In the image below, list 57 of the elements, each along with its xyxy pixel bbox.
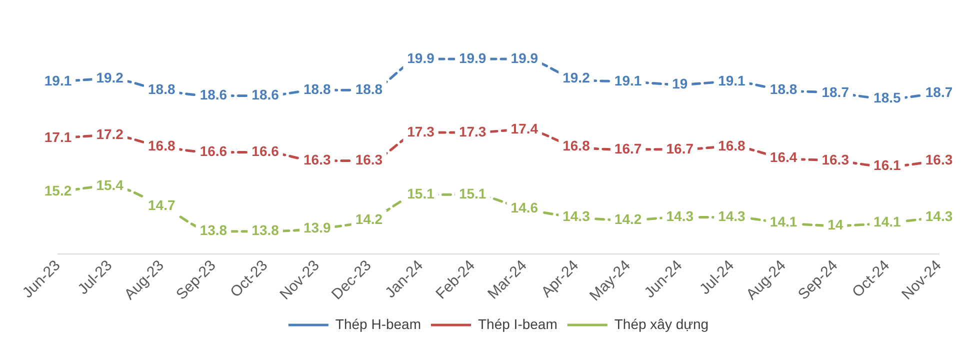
data-label: 19.9 <box>407 50 435 66</box>
data-label: 15.4 <box>96 176 124 193</box>
data-label: 19.1 <box>44 72 72 89</box>
data-label: 19.9 <box>458 50 486 66</box>
data-label: 18.6 <box>252 86 280 103</box>
data-label: 17.3 <box>407 123 435 140</box>
data-label: 14.1 <box>874 214 902 230</box>
data-label: 14.3 <box>925 208 953 224</box>
data-label: 14.3 <box>718 208 746 224</box>
data-label: 16.4 <box>770 148 798 165</box>
data-label: 14.2 <box>355 210 383 227</box>
legend-label: Thép H-beam <box>335 316 422 332</box>
data-label: 15.1 <box>458 185 486 202</box>
data-label: 18.7 <box>925 84 953 100</box>
data-label: 13.9 <box>303 219 331 236</box>
data-label: 18.8 <box>148 80 176 97</box>
data-label: 16.3 <box>355 152 383 168</box>
data-label: 16.7 <box>666 140 694 156</box>
data-label: 16.8 <box>718 137 746 154</box>
data-label: 16.8 <box>148 137 176 154</box>
legend-label: Thép I-beam <box>478 316 558 332</box>
data-label: 18.5 <box>874 89 902 106</box>
data-label: 16.6 <box>200 143 228 160</box>
data-label: 13.8 <box>252 222 280 238</box>
data-label: 15.1 <box>407 185 435 202</box>
data-label: 14.7 <box>148 196 176 213</box>
legend-label: Thép xây dựng <box>614 316 709 332</box>
data-label: 14.1 <box>770 214 798 230</box>
data-label: 19 <box>672 75 688 92</box>
data-label: 17.4 <box>510 120 538 137</box>
data-label: 14.6 <box>510 200 538 216</box>
data-label: 14.3 <box>562 208 590 224</box>
data-label: 16.3 <box>925 152 953 168</box>
data-label: 14.3 <box>666 208 694 224</box>
data-label: 16.8 <box>562 137 590 154</box>
data-label: 17.1 <box>44 128 72 145</box>
data-label: 19.1 <box>614 72 642 89</box>
data-label: 16.6 <box>252 143 280 160</box>
data-label: 18.8 <box>770 80 798 97</box>
data-label: 14.2 <box>614 210 642 227</box>
data-label: 18.6 <box>200 86 228 103</box>
data-label: 16.7 <box>614 140 642 156</box>
data-label: 16.3 <box>822 152 850 168</box>
data-label: 16.3 <box>303 152 331 168</box>
data-label: 18.7 <box>822 84 850 100</box>
data-label: 17.2 <box>96 126 124 142</box>
data-label: 14 <box>828 216 844 233</box>
data-label: 19.2 <box>562 70 590 86</box>
data-label: 19.2 <box>96 70 124 86</box>
data-label: 18.8 <box>355 80 383 97</box>
data-label: 19.1 <box>718 72 746 89</box>
data-label: 17.3 <box>458 123 486 140</box>
data-label: 18.8 <box>303 80 331 97</box>
data-label: 19.9 <box>510 50 538 66</box>
data-label: 16.1 <box>874 157 902 174</box>
data-label: 13.8 <box>200 222 228 238</box>
data-label: 15.2 <box>44 182 72 199</box>
